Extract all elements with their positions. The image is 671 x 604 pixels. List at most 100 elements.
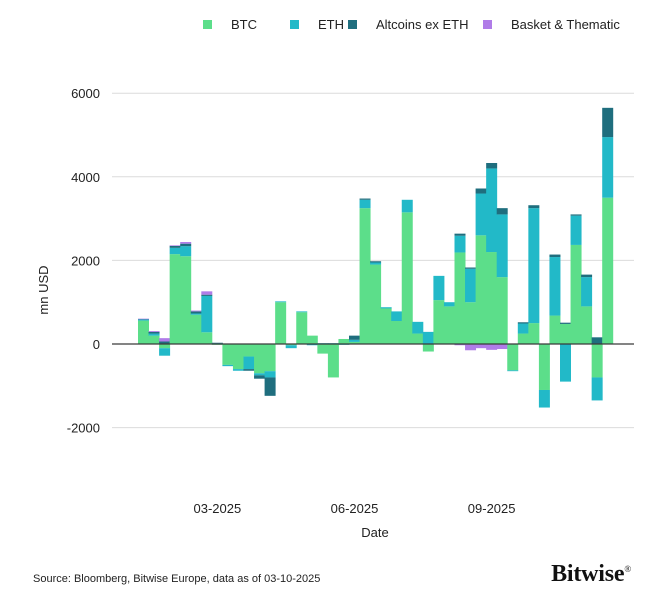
bar-btc [190,314,202,344]
bars-group [138,107,614,408]
legend-label: BTC [231,17,257,32]
bar-eth [275,301,287,303]
bar-btc [243,344,255,357]
bar-btc [370,264,382,344]
legend-swatch [483,20,492,29]
bar-btc [148,335,160,344]
legend-label: ETH [318,17,344,32]
bar-btc [338,338,350,344]
bar-altcoins-ex-eth [560,322,571,324]
bar-eth [169,247,181,255]
bar-eth [349,339,360,342]
bar-altcoins-ex-eth [475,188,487,194]
bar-eth [602,137,614,198]
bar-btc [380,308,392,344]
bar-altcoins-ex-eth [201,294,213,296]
bar-basket-thematic [201,291,213,295]
bar-basket-thematic [169,245,181,246]
bar-eth [465,268,477,303]
bar-altcoins-ex-eth [370,261,382,263]
bar-btc [454,252,466,344]
legend-swatch [348,20,357,29]
bar-basket-thematic [454,344,466,346]
bar-btc [517,333,529,344]
bar-eth [412,321,424,334]
bar-altcoins-ex-eth [602,107,614,138]
bar-btc [359,208,371,344]
bar-basket-thematic [496,344,508,350]
bar-basket-thematic [180,242,192,244]
bar-basket-thematic [486,344,498,350]
bar-btc [391,321,403,344]
bar-btc [443,306,455,344]
bar-btc [264,344,276,372]
bar-eth [190,313,202,315]
source-note: Source: Bloomberg, Bitwise Europe, data … [33,573,321,585]
bar-btc [401,212,413,344]
x-tick-label: 06-2025 [331,501,379,516]
bar-btc [602,197,614,344]
bar-btc [507,344,519,371]
y-tick-label: -2000 [67,421,100,436]
bar-eth [296,311,308,313]
x-axis-title: Date [361,525,388,540]
bar-btc [422,344,434,352]
bar-btc [285,344,297,346]
bar-eth [570,215,582,245]
bar-eth [180,246,192,257]
legend-label: Altcoins ex ETH [376,17,468,32]
bar-altcoins-ex-eth [496,208,508,215]
bar-altcoins-ex-eth [243,369,255,371]
bar-altcoins-ex-eth [549,254,561,258]
bar-eth [254,373,266,376]
bar-btc [486,252,498,344]
grid-lines [112,92,634,429]
y-tick-label: 4000 [71,170,100,185]
y-tick-label: 0 [93,337,100,352]
bar-btc [306,335,318,344]
bar-altcoins-ex-eth [211,342,223,344]
bar-btc [570,244,582,344]
x-tick-label: 09-2025 [468,501,516,516]
bar-eth [264,371,276,378]
bar-btc [275,302,287,344]
bar-altcoins-ex-eth [190,311,202,314]
bar-eth [433,275,445,301]
bar-eth [359,199,371,209]
bar-btc [180,256,192,344]
bar-eth [528,208,540,324]
bar-eth [148,333,160,336]
legend-swatch [203,20,212,29]
bar-eth [306,344,318,346]
registered-mark: ® [624,564,631,574]
bar-altcoins-ex-eth [359,198,371,200]
y-tick-label: 2000 [71,253,100,268]
bar-eth [243,356,255,370]
bar-eth [391,311,403,322]
bar-eth [401,199,413,213]
axes-group: -2000 0 2000 4000 6000 03-2025 06-2025 09-2025 D… [36,86,634,540]
bar-altcoins-ex-eth [169,245,181,248]
bar-btc [349,341,360,344]
bar-btc [296,312,308,344]
bar-altcoins-ex-eth [180,243,192,247]
bar-eth [422,331,434,344]
bar-btc [412,333,424,344]
bar-btc [201,332,213,344]
bar-btc [222,344,234,365]
bar-altcoins-ex-eth [454,233,466,236]
bar-eth [560,344,571,382]
bitwise-logo: Bitwise® [551,561,631,588]
bar-eth [486,168,498,253]
bar-btc [465,302,477,344]
bar-eth [496,214,508,278]
bar-altcoins-ex-eth [159,341,171,344]
bar-altcoins-ex-eth [517,322,529,324]
bar-eth [380,307,392,309]
legend: BTC ETH Altcoins ex ETH Basket & Thematic [203,17,620,32]
bar-eth [138,319,149,321]
bar-btc [591,344,603,378]
bar-basket-thematic [159,338,171,342]
bar-eth [159,348,171,356]
bar-btc [327,344,339,378]
